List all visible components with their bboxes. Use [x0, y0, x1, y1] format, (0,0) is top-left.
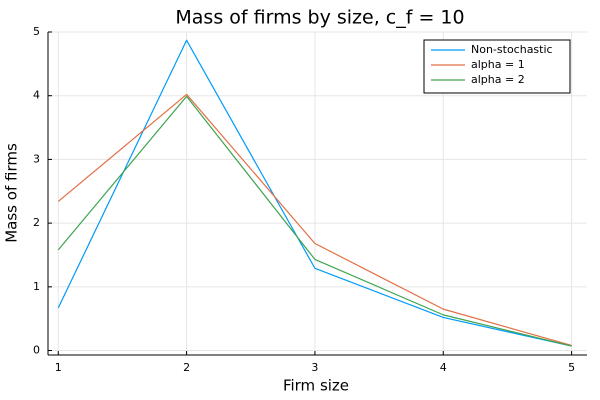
y-tick-label: 1	[33, 280, 40, 293]
axis-ticks: 1 2 3 4 5 0 1 2 3 4 5	[33, 25, 575, 374]
legend-box	[423, 39, 571, 94]
y-tick-label: 0	[33, 344, 40, 357]
y-axis-label: Mass of firms	[3, 143, 21, 243]
series-line-alpha-1	[57, 93, 572, 347]
x-tick-label: 1	[55, 361, 62, 374]
chart-title: Mass of firms by size, c_f = 10	[175, 7, 464, 29]
x-tick-label: 2	[183, 361, 190, 374]
x-tick-label: 3	[311, 361, 318, 374]
legend-label-non-stochastic: Non-stochastic	[471, 43, 553, 56]
y-tick-label: 4	[33, 89, 40, 102]
y-tick-label: 5	[33, 25, 40, 38]
y-tick-label: 2	[33, 216, 40, 229]
legend: Non-stochastic alpha = 1 alpha = 2	[423, 39, 571, 94]
y-tick-label: 3	[33, 152, 40, 165]
series-line-alpha-2	[57, 95, 572, 347]
legend-label-alpha-1: alpha = 1	[471, 58, 525, 71]
x-axis-label: Firm size	[283, 377, 349, 395]
legend-label-alpha-2: alpha = 2	[471, 73, 525, 86]
x-tick-label: 4	[440, 361, 447, 374]
grid	[48, 31, 587, 355]
x-tick-label: 5	[568, 361, 575, 374]
series-lines	[57, 39, 572, 347]
